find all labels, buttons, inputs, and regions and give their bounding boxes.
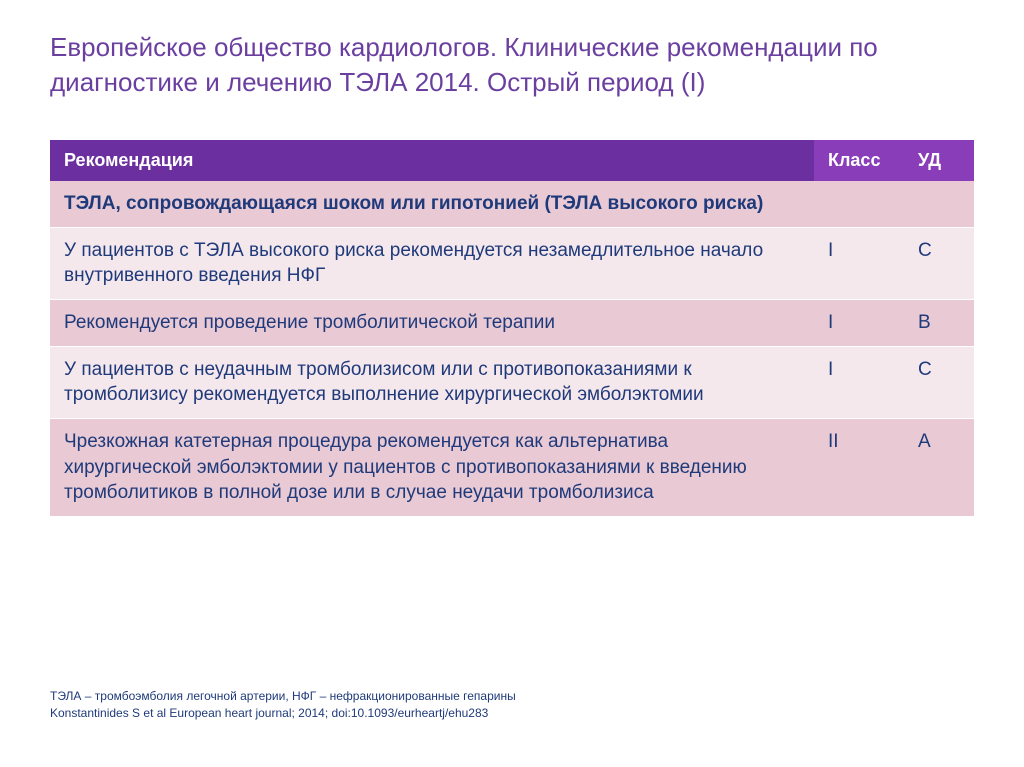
cell-ud: C — [904, 227, 974, 299]
cell-class: I — [814, 346, 904, 418]
cell-class: I — [814, 227, 904, 299]
footnote-line2: Konstantinides S et al European heart jo… — [50, 705, 516, 722]
table-row: Чрезкожная катетерная процедура рекоменд… — [50, 419, 974, 517]
section-row: ТЭЛА, сопровождающаяся шоком или гипотон… — [50, 181, 974, 227]
table-header-row: Рекомендация Класс УД — [50, 140, 974, 181]
table-row: Рекомендуется проведение тромболитическо… — [50, 300, 974, 347]
cell-rec: Рекомендуется проведение тромболитическо… — [50, 300, 814, 347]
cell-ud: C — [904, 346, 974, 418]
col-header-ud: УД — [904, 140, 974, 181]
table-row: У пациентов с ТЭЛА высокого риска рекоме… — [50, 227, 974, 299]
cell-class: II — [814, 419, 904, 517]
cell-rec: У пациентов с ТЭЛА высокого риска рекоме… — [50, 227, 814, 299]
cell-ud: B — [904, 300, 974, 347]
cell-class: I — [814, 300, 904, 347]
cell-ud: A — [904, 419, 974, 517]
table-row: У пациентов с неудачным тромболизисом ил… — [50, 346, 974, 418]
cell-rec: Чрезкожная катетерная процедура рекоменд… — [50, 419, 814, 517]
cell-rec: У пациентов с неудачным тромболизисом ил… — [50, 346, 814, 418]
footnote: ТЭЛА – тромбоэмболия легочной артерии, Н… — [50, 688, 516, 722]
col-header-recommendation: Рекомендация — [50, 140, 814, 181]
recommendations-table: Рекомендация Класс УД ТЭЛА, сопровождающ… — [50, 140, 974, 517]
page-title: Европейское общество кардиологов. Клинич… — [50, 30, 974, 100]
footnote-line1: ТЭЛА – тромбоэмболия легочной артерии, Н… — [50, 688, 516, 705]
col-header-class: Класс — [814, 140, 904, 181]
section-title: ТЭЛА, сопровождающаяся шоком или гипотон… — [50, 181, 974, 227]
